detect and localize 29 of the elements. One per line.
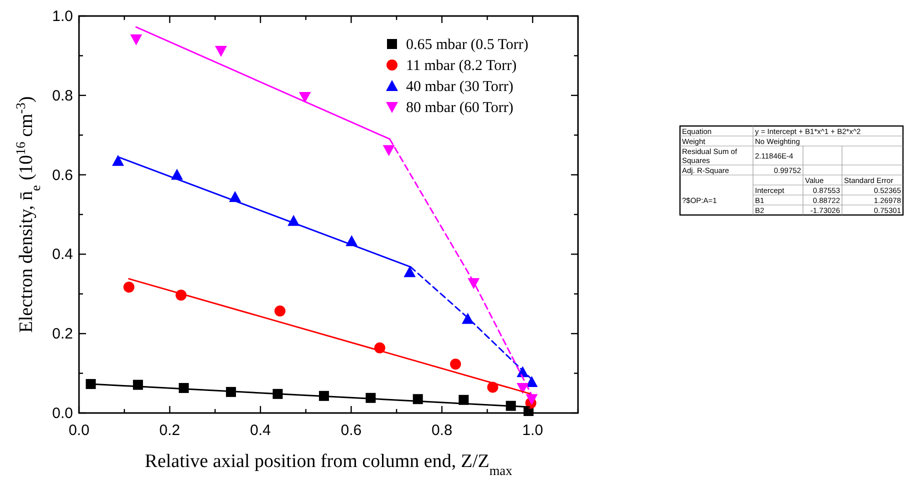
legend-label: 80 mbar (60 Torr) <box>406 100 514 116</box>
legend-label: 40 mbar (30 Torr) <box>406 79 514 95</box>
x-tick-label: 0.0 <box>68 422 90 439</box>
y-tick-label: 0.2 <box>52 326 73 343</box>
x-tick-label: 1.0 <box>522 422 544 439</box>
y-tick-label: 0.4 <box>52 246 73 264</box>
point <box>112 154 124 166</box>
point <box>86 379 96 390</box>
legend-label: 0.65 mbar (0.5 Torr) <box>406 37 528 53</box>
x-tick-label: 0.2 <box>159 422 180 439</box>
y-tick-label: 1.0 <box>52 8 73 25</box>
legend-label: 11 mbar (8.2 Torr) <box>406 58 517 74</box>
point <box>526 394 538 406</box>
y-tick-label: 0.8 <box>52 87 73 104</box>
point <box>274 305 286 316</box>
point <box>214 46 227 57</box>
y-tick-label: 0.6 <box>52 166 73 184</box>
point <box>298 92 311 103</box>
point <box>382 145 395 156</box>
x-axis-title: Relative axial position from column end, Z/Z$_{max}$ <box>144 451 513 478</box>
point <box>123 282 134 293</box>
point <box>130 34 142 46</box>
x-tick-label: 0.8 <box>431 422 452 439</box>
x-tick-label: 0.6 <box>340 422 362 439</box>
point <box>468 278 480 290</box>
x-tick-label: 0.4 <box>250 422 271 439</box>
point <box>450 358 462 370</box>
y-tick-label: 0.0 <box>52 405 73 422</box>
point <box>404 266 416 278</box>
